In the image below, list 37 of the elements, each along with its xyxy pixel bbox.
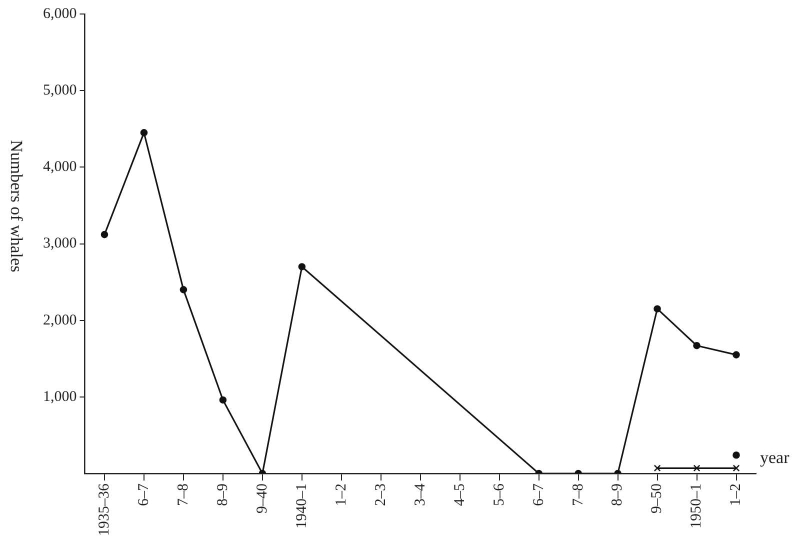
point [219, 396, 227, 404]
x-tick-label: 6–7 [530, 483, 547, 506]
x-tick-label: 5–6 [491, 483, 508, 506]
x-tick-label: 8–9 [214, 484, 231, 506]
point [693, 342, 700, 350]
point [140, 129, 148, 136]
x-tick-label: 1–2 [728, 484, 744, 506]
point [654, 464, 661, 472]
x-tick-label: 7–8 [570, 484, 586, 506]
y-axis-title: Numbers of whales [6, 140, 26, 272]
x-tick-label: 1940–1 [294, 484, 310, 528]
point [298, 263, 306, 270]
x-tick-label: 4–5 [452, 484, 468, 506]
point [732, 351, 740, 358]
point [100, 230, 108, 238]
x-tick-label: 2–3 [372, 484, 389, 506]
point [732, 464, 740, 472]
y-tick-label: 1,000 [43, 388, 77, 405]
x-tick-label: 1–2 [333, 484, 350, 506]
point [732, 451, 740, 459]
y-tick-label: 5,000 [43, 82, 77, 99]
x-tick-label: 6–7 [136, 483, 152, 506]
point [180, 286, 188, 294]
x-tick-label: 8–9 [610, 484, 626, 506]
y-tick-label: 3,000 [43, 236, 77, 252]
x-tick-label: 1950–1 [688, 484, 705, 528]
point [654, 305, 661, 312]
x-tick-label: 9–50 [649, 484, 666, 514]
point [693, 464, 700, 472]
x-tick-label: 3–4 [412, 483, 428, 506]
y-tick-label: 4,000 [43, 159, 77, 176]
y-tick-label: 2,000 [43, 312, 77, 328]
y-tick-label: 6,000 [43, 6, 77, 22]
x-tick-label: 1935–36 [96, 483, 112, 536]
x-tick-label: 9–40 [254, 484, 270, 514]
x-axis-title: year [760, 448, 790, 468]
x-tick-label: 7–8 [175, 484, 192, 506]
